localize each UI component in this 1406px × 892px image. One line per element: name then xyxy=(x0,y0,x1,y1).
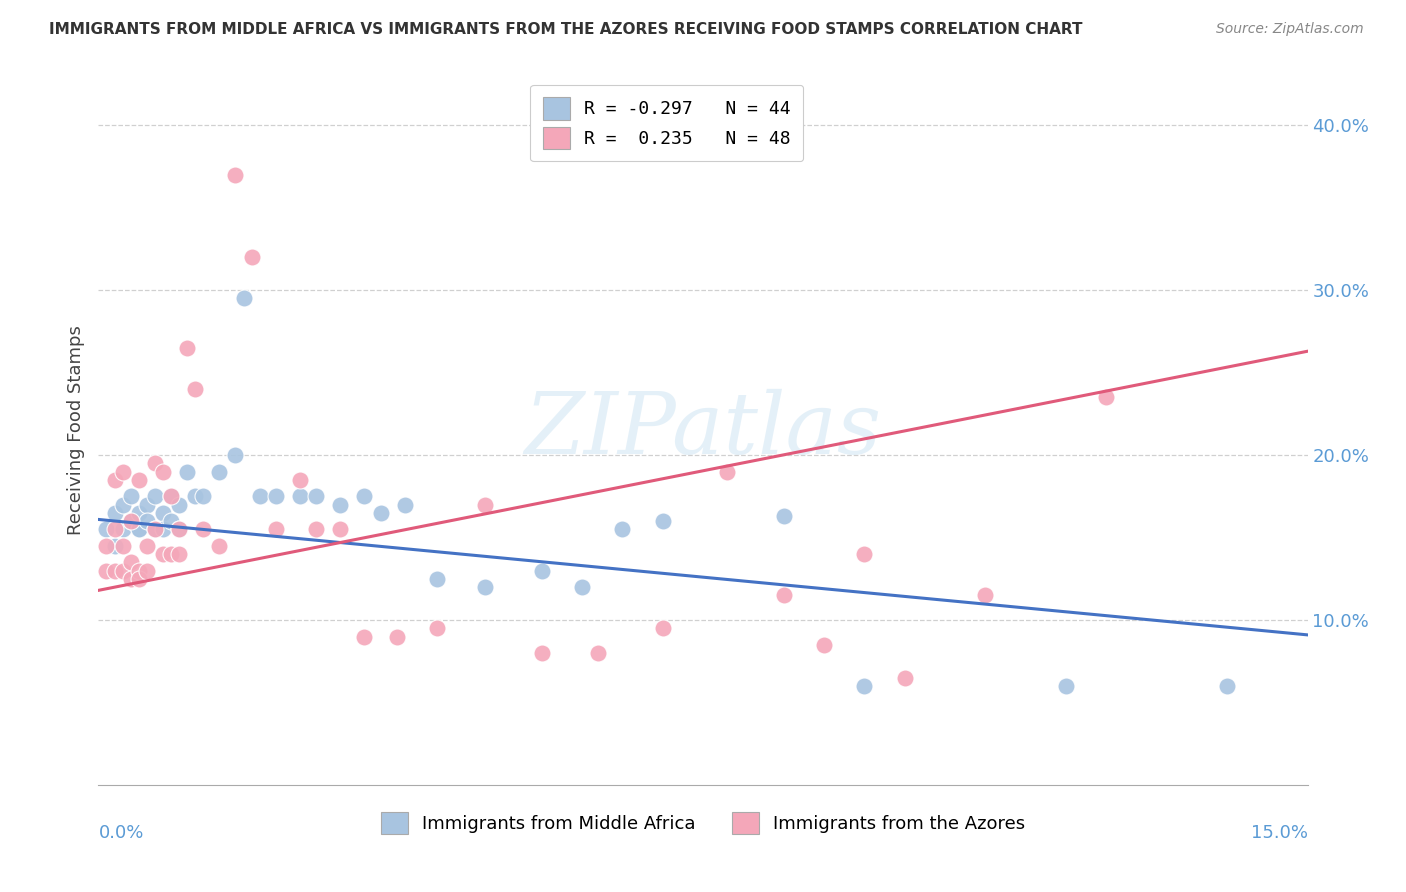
Point xyxy=(385,630,408,644)
Point xyxy=(120,514,142,528)
Point xyxy=(853,547,876,561)
Point xyxy=(249,489,271,503)
Point xyxy=(160,489,183,503)
Point xyxy=(474,580,496,594)
Point xyxy=(120,489,142,503)
Point xyxy=(474,498,496,512)
Point xyxy=(135,498,157,512)
Point xyxy=(103,539,125,553)
Point xyxy=(426,621,449,635)
Point xyxy=(305,522,328,536)
Point xyxy=(208,465,231,479)
Text: ZIPatlas: ZIPatlas xyxy=(524,389,882,472)
Point xyxy=(394,498,416,512)
Point xyxy=(135,564,157,578)
Point xyxy=(143,522,166,536)
Point xyxy=(571,580,593,594)
Text: 15.0%: 15.0% xyxy=(1250,824,1308,842)
Point xyxy=(103,522,125,536)
Point xyxy=(152,465,174,479)
Point xyxy=(329,522,352,536)
Point xyxy=(152,506,174,520)
Point xyxy=(135,514,157,528)
Point xyxy=(135,539,157,553)
Point xyxy=(176,341,198,355)
Point xyxy=(160,514,183,528)
Point xyxy=(152,547,174,561)
Point xyxy=(128,572,150,586)
Point xyxy=(264,522,287,536)
Point xyxy=(120,555,142,569)
Point xyxy=(96,522,118,536)
Point xyxy=(111,498,134,512)
Point xyxy=(1054,679,1077,693)
Point xyxy=(305,489,328,503)
Point xyxy=(143,489,166,503)
Point xyxy=(103,506,125,520)
Point xyxy=(530,564,553,578)
Point xyxy=(111,465,134,479)
Legend: Immigrants from Middle Africa, Immigrants from the Azores: Immigrants from Middle Africa, Immigrant… xyxy=(371,803,1035,843)
Point xyxy=(103,564,125,578)
Point xyxy=(224,448,246,462)
Point xyxy=(853,679,876,693)
Text: Source: ZipAtlas.com: Source: ZipAtlas.com xyxy=(1216,22,1364,37)
Point xyxy=(208,539,231,553)
Point xyxy=(176,465,198,479)
Point xyxy=(120,572,142,586)
Point xyxy=(120,514,142,528)
Point xyxy=(232,292,254,306)
Point xyxy=(240,250,263,264)
Point xyxy=(184,489,207,503)
Point xyxy=(103,473,125,487)
Point xyxy=(288,473,311,487)
Point xyxy=(612,522,634,536)
Point xyxy=(167,547,190,561)
Point xyxy=(96,564,118,578)
Point xyxy=(96,539,118,553)
Point xyxy=(167,498,190,512)
Point xyxy=(143,522,166,536)
Point xyxy=(651,621,673,635)
Point xyxy=(1095,391,1118,405)
Point xyxy=(167,522,190,536)
Point xyxy=(111,522,134,536)
Point xyxy=(128,473,150,487)
Point xyxy=(160,547,183,561)
Point xyxy=(128,522,150,536)
Point xyxy=(111,539,134,553)
Point xyxy=(193,489,215,503)
Point xyxy=(167,522,190,536)
Point xyxy=(128,522,150,536)
Point xyxy=(772,509,794,524)
Point xyxy=(264,489,287,503)
Point xyxy=(193,522,215,536)
Point xyxy=(143,456,166,470)
Point xyxy=(160,489,183,503)
Point xyxy=(152,522,174,536)
Point xyxy=(184,382,207,396)
Point xyxy=(813,638,835,652)
Point xyxy=(426,572,449,586)
Point xyxy=(288,489,311,503)
Point xyxy=(893,671,915,685)
Text: 0.0%: 0.0% xyxy=(98,824,143,842)
Point xyxy=(329,498,352,512)
Point xyxy=(530,646,553,660)
Point xyxy=(651,514,673,528)
Point xyxy=(224,168,246,182)
Point xyxy=(1216,679,1239,693)
Point xyxy=(370,506,392,520)
Y-axis label: Receiving Food Stamps: Receiving Food Stamps xyxy=(66,326,84,535)
Point xyxy=(974,588,997,602)
Text: IMMIGRANTS FROM MIDDLE AFRICA VS IMMIGRANTS FROM THE AZORES RECEIVING FOOD STAMP: IMMIGRANTS FROM MIDDLE AFRICA VS IMMIGRA… xyxy=(49,22,1083,37)
Point xyxy=(586,646,609,660)
Point xyxy=(111,564,134,578)
Point xyxy=(353,489,375,503)
Point xyxy=(128,564,150,578)
Point xyxy=(716,465,738,479)
Point xyxy=(353,630,375,644)
Point xyxy=(128,506,150,520)
Point xyxy=(772,588,794,602)
